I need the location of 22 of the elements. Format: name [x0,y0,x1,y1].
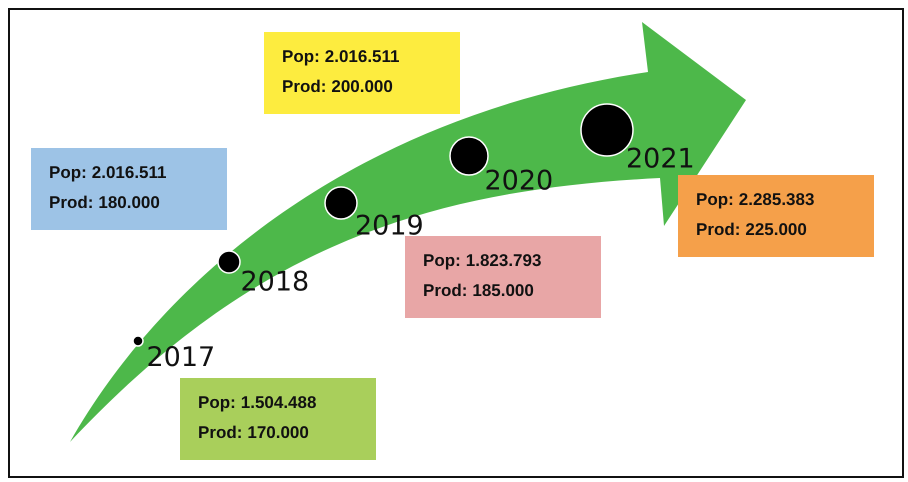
data-label: 200.000 [331,77,393,96]
category-label: 2020 [484,165,554,196]
text: Prod: [696,220,740,239]
data-label: 1.504.488 [240,393,316,412]
text: Prod: [423,281,468,300]
category-label: 2021 [626,144,695,175]
text: Prod: [49,193,94,212]
data-label: 185.000 [472,281,534,300]
data-label: 170.000 [247,423,309,442]
text: Pop: [49,163,87,182]
data-label: 2.285.383 [738,190,814,209]
series-label: Pop: [198,393,236,412]
text: Pop: [696,190,734,209]
data-label: 180.000 [98,193,160,212]
text: Pop: [282,47,320,66]
data-label: 1.823.793 [466,251,542,270]
text: Pop: [423,251,461,270]
text: Prod: [282,77,326,96]
data-label: 2.016.511 [324,47,400,66]
data-label: 2.016.511 [92,163,166,182]
series-label: Prod: [198,423,242,442]
data-label: 225.000 [745,220,807,239]
